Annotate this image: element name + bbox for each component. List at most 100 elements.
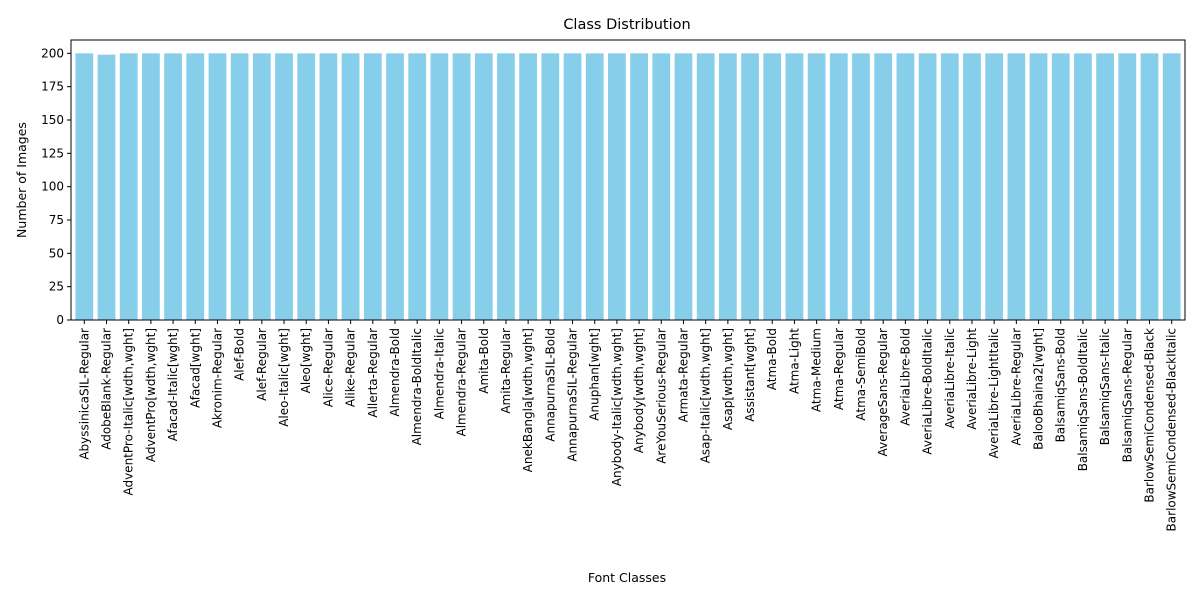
bar-Atma-Medium <box>807 53 826 320</box>
x-tick-label-AveriaLibre-LightItalic: AveriaLibre-LightItalic <box>987 328 1001 458</box>
bar-AveriaLibre-Bold <box>896 53 915 320</box>
x-tick-label-Atma-Bold: Atma-Bold <box>765 328 779 390</box>
bar-Amita-Bold <box>474 53 493 320</box>
x-tick-label-Asap[wdth,wght]: Asap[wdth,wght] <box>721 328 735 430</box>
bar-Asap[wdth,wght] <box>718 53 737 320</box>
x-tick-label-Amita-Regular: Amita-Regular <box>499 328 513 414</box>
bar-BalsamiqSans-Italic <box>1096 53 1114 320</box>
x-tick-label-BalsamiqSans-Regular: BalsamiqSans-Regular <box>1120 328 1134 462</box>
x-tick-label-Alef-Bold: Alef-Bold <box>233 328 247 381</box>
x-tick-label-AdventPro[wdth,wght]: AdventPro[wdth,wght] <box>144 328 158 462</box>
y-tick-label: 50 <box>49 246 64 260</box>
x-tick-label-BalsamiqSans-Bold: BalsamiqSans-Bold <box>1054 328 1068 442</box>
x-tick-label-AnekBangla[wdth,wght]: AnekBangla[wdth,wght] <box>521 328 535 472</box>
x-axis-ticks: AbyssinicaSIL-Regular AdobeBlank-Regular A… <box>77 320 1179 531</box>
x-tick-label-AveriaLibre-Regular: AveriaLibre-Regular <box>1009 328 1023 446</box>
x-tick-label-AveriaLibre-BoldItalic: AveriaLibre-BoldItalic <box>921 328 935 455</box>
bar-BarlowSemiCondensed-BlackItalic <box>1162 53 1181 320</box>
x-tick-label-Amita-Bold: Amita-Bold <box>477 328 491 394</box>
x-tick-label-Alice-Regular: Alice-Regular <box>321 328 335 407</box>
x-tick-label-Asap-Italic[wdth,wght]: Asap-Italic[wdth,wght] <box>699 328 713 463</box>
x-tick-label-Atma-Medium: Atma-Medium <box>810 328 824 412</box>
x-tick-label-AdobeBlank-Regular: AdobeBlank-Regular <box>100 328 114 450</box>
bar-AreYouSerious-Regular <box>652 53 671 320</box>
bar-AnnapurnaSIL-Regular <box>563 53 582 320</box>
chart-title: Class Distribution <box>563 17 690 33</box>
bar-Alef-Regular <box>252 53 271 320</box>
bar-Almendra-BoldItalic <box>408 53 427 320</box>
x-tick-label-Atma-SemiBold: Atma-SemiBold <box>854 328 868 421</box>
bar-Alike-Regular <box>341 53 360 320</box>
bar-Armata-Regular <box>674 53 693 320</box>
y-tick-label: 125 <box>41 146 64 160</box>
x-tick-label-Alef-Regular: Alef-Regular <box>255 328 269 401</box>
bar-Amita-Regular <box>497 53 515 320</box>
x-tick-label-AveriaLibre-Bold: AveriaLibre-Bold <box>898 328 912 426</box>
x-tick-label-Allerta-Regular: Allerta-Regular <box>366 328 380 418</box>
bar-Alef-Bold <box>230 53 249 320</box>
x-tick-label-Anuphan[wght]: Anuphan[wght] <box>588 328 602 421</box>
bar-Anybody-Italic[wdth,wght] <box>608 53 626 320</box>
x-tick-label-BalsamiqSans-Italic: BalsamiqSans-Italic <box>1098 328 1112 445</box>
x-tick-label-BalooBhaina2[wght]: BalooBhaina2[wght] <box>1032 328 1046 450</box>
x-tick-label-Afacad-Italic[wght]: Afacad-Italic[wght] <box>166 328 180 441</box>
x-tick-label-Aleo-Italic[wght]: Aleo-Italic[wght] <box>277 328 291 427</box>
x-tick-label-AnnapurnaSIL-Bold: AnnapurnaSIL-Bold <box>543 328 557 442</box>
x-tick-label-AveriaLibre-Italic: AveriaLibre-Italic <box>943 328 957 429</box>
x-tick-label-Aleo[wght]: Aleo[wght] <box>299 328 313 393</box>
bar-AveriaLibre-LightItalic <box>985 53 1004 320</box>
x-tick-label-Anybody-Italic[wdth,wght]: Anybody-Italic[wdth,wght] <box>610 328 624 486</box>
bar-Akronim-Regular <box>208 53 227 320</box>
y-tick-label: 100 <box>41 180 64 194</box>
x-tick-label-AbyssinicaSIL-Regular: AbyssinicaSIL-Regular <box>77 328 91 460</box>
bar-Anybody[wdth,wght] <box>630 53 648 320</box>
bar-Afacad-Italic[wght] <box>164 53 182 320</box>
x-tick-label-Almendra-Regular: Almendra-Regular <box>455 328 469 437</box>
x-tick-label-AveriaLibre-Light: AveriaLibre-Light <box>965 328 979 430</box>
y-tick-label: 200 <box>41 46 64 60</box>
bar-Atma-Light <box>785 53 804 320</box>
x-tick-label-Akronim-Regular: Akronim-Regular <box>210 328 224 428</box>
bar-AveriaLibre-Italic <box>940 53 959 320</box>
x-tick-label-AnnapurnaSIL-Regular: AnnapurnaSIL-Regular <box>566 328 580 462</box>
bar-Allerta-Regular <box>363 53 382 320</box>
x-tick-label-Atma-Light: Atma-Light <box>787 328 801 394</box>
bar-Almendra-Italic <box>430 53 449 320</box>
y-tick-label: 0 <box>56 313 64 327</box>
y-axis-ticks: 0 25 50 75 100 125 150 175 200 <box>41 46 71 327</box>
bar-BalsamiqSans-Regular <box>1118 53 1137 320</box>
bar-BarlowSemiCondensed-Black <box>1140 53 1159 320</box>
bar-Afacad[wght] <box>186 53 205 320</box>
bar-AbyssinicaSIL-Regular <box>75 53 94 320</box>
bars-group <box>75 53 1181 321</box>
x-tick-label-AverageSans-Regular: AverageSans-Regular <box>876 328 890 457</box>
x-tick-label-Afacad[wght]: Afacad[wght] <box>188 328 202 408</box>
y-tick-label: 175 <box>41 80 64 94</box>
x-tick-label-BalsamiqSans-BoldItalic: BalsamiqSans-BoldItalic <box>1076 328 1090 471</box>
bar-AverageSans-Regular <box>874 53 893 320</box>
bar-AveriaLibre-Light <box>963 53 981 320</box>
bar-Aleo[wght] <box>297 53 316 320</box>
x-tick-label-BarlowSemiCondensed-BlackItalic: BarlowSemiCondensed-BlackItalic <box>1165 328 1179 531</box>
bar-Almendra-Regular <box>452 53 471 320</box>
y-tick-label: 75 <box>49 213 64 227</box>
x-tick-label-Atma-Regular: Atma-Regular <box>832 328 846 410</box>
bar-AdventPro[wdth,wght] <box>142 53 160 320</box>
x-tick-label-Armata-Regular: Armata-Regular <box>676 328 690 422</box>
y-tick-label: 25 <box>49 280 64 294</box>
bar-BalsamiqSans-Bold <box>1051 53 1070 320</box>
x-axis-label: Font Classes <box>588 570 666 585</box>
bar-Atma-Bold <box>763 53 782 320</box>
bar-Alice-Regular <box>319 53 338 320</box>
bar-AnnapurnaSIL-Bold <box>541 53 560 320</box>
x-tick-label-AreYouSerious-Regular: AreYouSerious-Regular <box>654 328 668 464</box>
x-tick-label-Assistant[wght]: Assistant[wght] <box>743 328 757 422</box>
bar-AdobeBlank-Regular <box>97 54 116 321</box>
y-tick-label: 150 <box>41 113 64 127</box>
bar-BalsamiqSans-BoldItalic <box>1074 53 1092 320</box>
x-tick-label-Almendra-BoldItalic: Almendra-BoldItalic <box>410 328 424 445</box>
y-axis-label: Number of Images <box>14 122 29 238</box>
bar-AdventPro-Italic[wdth,wght] <box>119 53 138 320</box>
x-tick-label-Anybody[wdth,wght]: Anybody[wdth,wght] <box>632 328 646 453</box>
